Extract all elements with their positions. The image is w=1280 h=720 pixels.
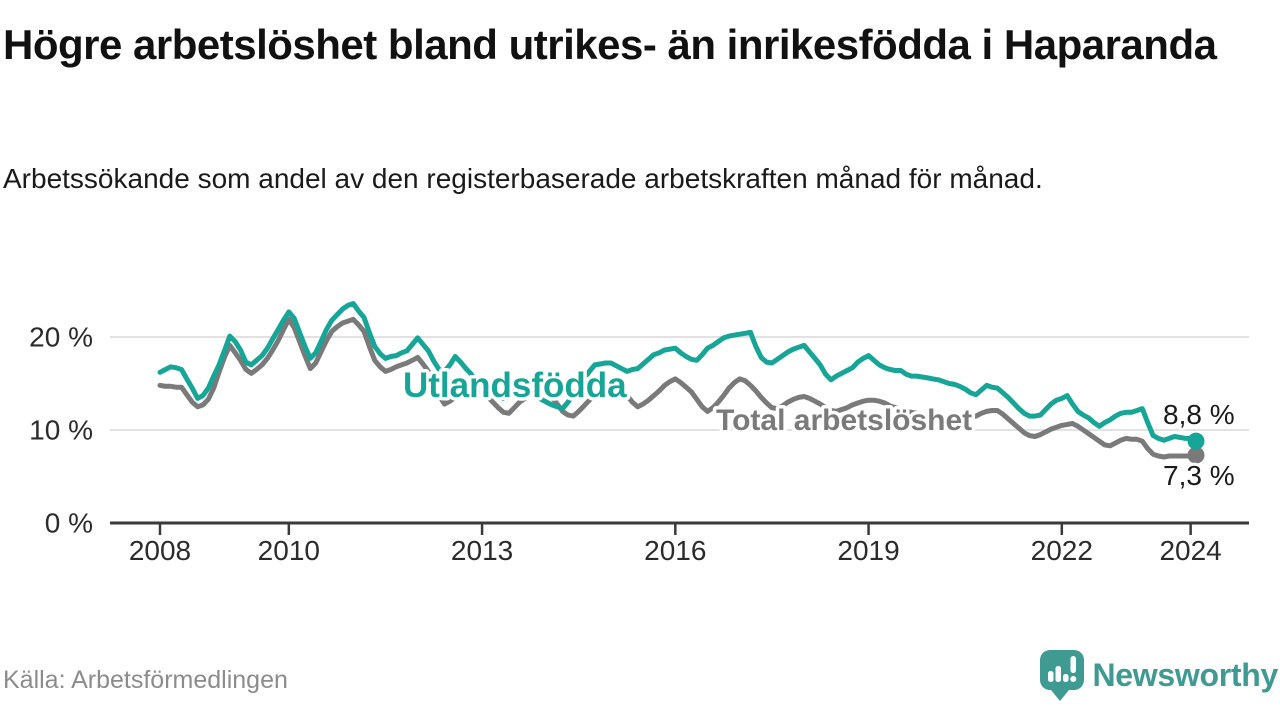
x-axis-label: 2013: [451, 535, 513, 566]
series-end-dot: [1187, 432, 1205, 450]
series-end-dot: [1187, 446, 1205, 464]
x-axis-label: 2008: [129, 535, 191, 566]
series-label: Total arbetslöshet: [716, 404, 972, 437]
page-subtitle: Arbetssökande som andel av den registerb…: [3, 163, 1043, 194]
x-axis-label: 2022: [1031, 535, 1093, 566]
source-note: Källa: Arbetsförmedlingen: [3, 666, 288, 694]
x-axis-label: 2019: [837, 535, 899, 566]
page-title: Högre arbetslöshet bland utrikes- än inr…: [3, 21, 1217, 68]
x-axis-label: 2010: [258, 535, 320, 566]
y-axis-label: 10 %: [29, 415, 93, 446]
series-line: [157, 316, 1199, 460]
series-label: Utlandsfödda: [403, 366, 627, 405]
brand-logo: Newsworthy: [1039, 648, 1279, 702]
x-axis-label: 2024: [1159, 535, 1221, 566]
brand-wordmark: Newsworthy: [1092, 656, 1279, 693]
x-axis-label: 2016: [644, 535, 706, 566]
y-axis-label: 0 %: [45, 508, 93, 539]
y-axis-label: 20 %: [29, 322, 93, 353]
end-value-label: 7,3 %: [1163, 460, 1235, 491]
series-line: [157, 301, 1199, 444]
newsworthy-bubble-icon: [1039, 649, 1084, 701]
end-value-label: 8,8 %: [1163, 399, 1235, 430]
